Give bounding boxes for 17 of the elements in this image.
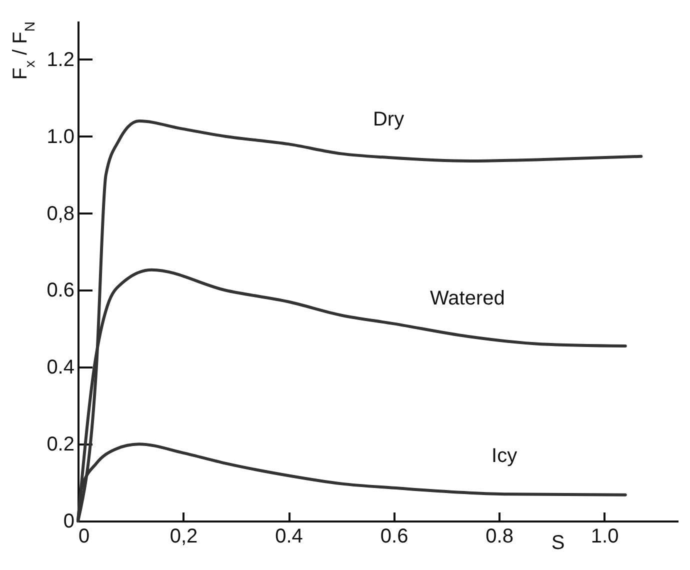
- x-axis-title: S: [551, 532, 565, 554]
- x-tick-label: 1.0: [590, 526, 619, 548]
- x-tick-label: 0: [78, 526, 90, 548]
- y-tick-label: 0: [63, 510, 74, 532]
- series-label: Watered: [430, 287, 505, 310]
- y-tick-label: 0.6: [46, 280, 74, 302]
- x-tick-label: 0.6: [380, 526, 408, 548]
- y-tick-label: 1.0: [46, 126, 74, 148]
- series-label: Icy: [492, 445, 518, 468]
- x-tick-label: 0,2: [170, 526, 198, 548]
- x-tick-label: 0.4: [275, 526, 303, 548]
- series-label: Dry: [372, 108, 404, 131]
- y-tick-label: 0.4: [46, 356, 74, 379]
- y-tick-label: 0,8: [46, 202, 74, 225]
- x-tick-label: 0.8: [486, 526, 514, 548]
- y-tick-label: 1.2: [46, 48, 74, 71]
- y-tick-label: 0.2: [46, 434, 74, 456]
